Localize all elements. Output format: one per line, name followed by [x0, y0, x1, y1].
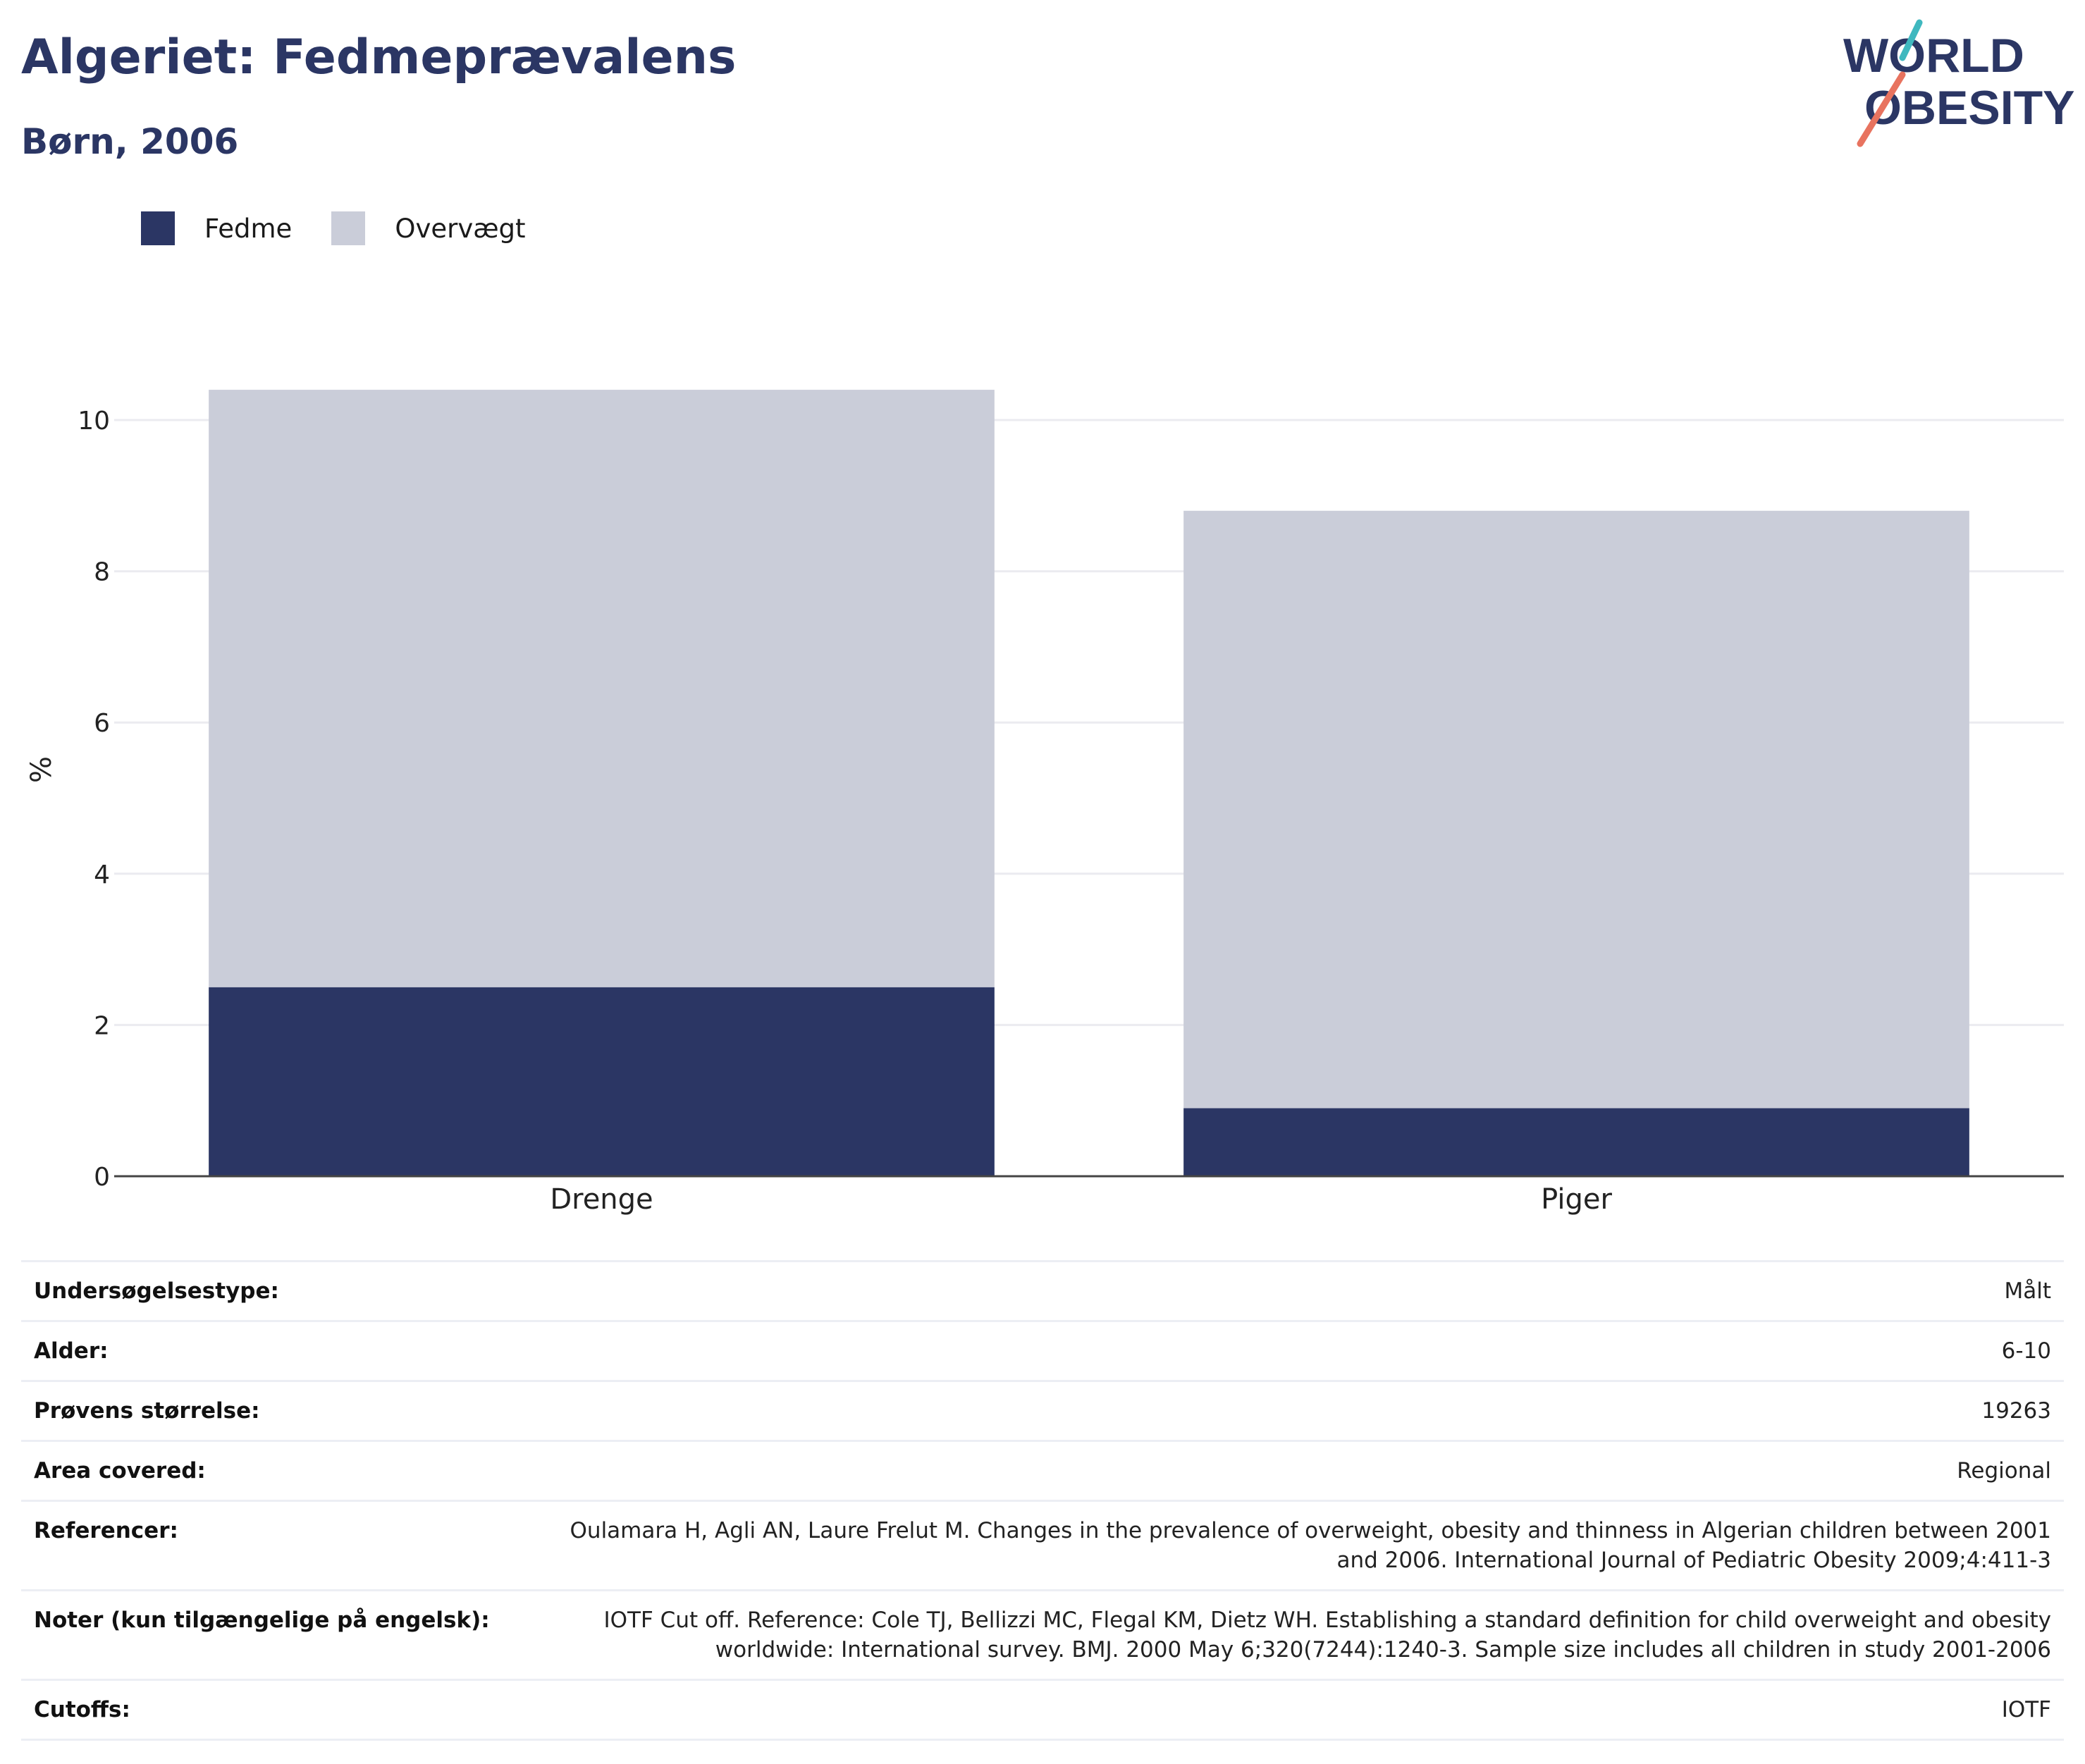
- bar-overweight-1[interactable]: [1183, 510, 1969, 1109]
- world-obesity-logo[interactable]: WORLD OBESITY: [1843, 18, 2076, 152]
- info-row: Area covered: Regional: [21, 1440, 2064, 1501]
- info-row: Prøvens størrelse: 19263: [21, 1380, 2064, 1441]
- info-row: Cutoffs: IOTF: [21, 1679, 2064, 1741]
- y-tick-label: 10: [78, 407, 110, 436]
- stacked-bar-chart: 0 2 4 6 8 10 Drenge Piger %: [25, 390, 2064, 1216]
- info-key: Undersøgelsestype:: [21, 1260, 540, 1321]
- info-key: Area covered:: [21, 1440, 540, 1501]
- legend-label-overweight: Overvægt: [395, 213, 526, 244]
- info-value: 6-10: [540, 1320, 2064, 1381]
- bar-overweight-0[interactable]: [209, 390, 995, 987]
- logo-coral-slash: [1857, 71, 1906, 147]
- page-subtitle: Børn, 2006: [21, 121, 239, 162]
- legend-swatch-obesity: [141, 211, 175, 245]
- legend-swatch-overweight: [331, 211, 366, 245]
- logo-teal-slash: [1899, 19, 1923, 61]
- info-value: Regional: [540, 1440, 2064, 1501]
- y-tick-label: 4: [94, 861, 110, 889]
- info-row: Alder: 6-10: [21, 1320, 2064, 1381]
- info-row: Undersøgelsestype: Målt: [21, 1260, 2064, 1321]
- bars: [209, 390, 1969, 1176]
- chart-legend: Fedme Overvægt: [141, 210, 565, 247]
- y-tick-label: 2: [94, 1011, 110, 1040]
- info-value: IOTF: [540, 1679, 2064, 1741]
- legend-item-overweight[interactable]: Overvægt: [331, 211, 526, 245]
- y-tick-label: 6: [94, 709, 110, 738]
- legend-item-obesity[interactable]: Fedme: [141, 211, 292, 245]
- survey-details-body: Undersøgelsestype: Målt Alder: 6-10 Prøvens …: [21, 1260, 2064, 1741]
- info-row: Noter (kun tilgængelige på engelsk): IOTF…: [21, 1589, 2064, 1680]
- logo-line2: OBESITY: [1864, 81, 2075, 135]
- info-value: IOTF Cut off. Reference: Cole TJ, Belliz…: [540, 1589, 2064, 1680]
- info-key: Referencer:: [21, 1500, 540, 1591]
- y-tick-label: 8: [94, 558, 110, 587]
- y-axis-title: %: [25, 756, 58, 783]
- axes: 0 2 4 6 8 10 Drenge Piger: [78, 407, 2064, 1216]
- info-key: Noter (kun tilgængelige på engelsk):: [21, 1589, 540, 1680]
- page-title: Algeriet: Fedmeprævalens: [21, 30, 737, 85]
- bar-obesity-0[interactable]: [209, 987, 995, 1176]
- info-key: Prøvens størrelse:: [21, 1380, 540, 1441]
- x-tick-label: Drenge: [550, 1183, 653, 1216]
- info-value: Målt: [540, 1260, 2064, 1321]
- info-key: Alder:: [21, 1320, 540, 1381]
- legend-label-obesity: Fedme: [204, 213, 293, 244]
- y-tick-label: 0: [94, 1163, 110, 1192]
- x-tick-label: Piger: [1541, 1183, 1612, 1216]
- bar-obesity-1[interactable]: [1183, 1108, 1969, 1176]
- logo-line1: WORLD: [1843, 29, 2024, 82]
- survey-details-table: Undersøgelsestype: Målt Alder: 6-10 Prøvens …: [21, 1260, 2064, 1741]
- info-value: Oulamara H, Agli AN, Laure Frelut M. Cha…: [540, 1500, 2064, 1591]
- info-value: 19263: [540, 1380, 2064, 1441]
- info-row: Referencer: Oulamara H, Agli AN, Laure Fr…: [21, 1500, 2064, 1591]
- info-key: Cutoffs:: [21, 1679, 540, 1741]
